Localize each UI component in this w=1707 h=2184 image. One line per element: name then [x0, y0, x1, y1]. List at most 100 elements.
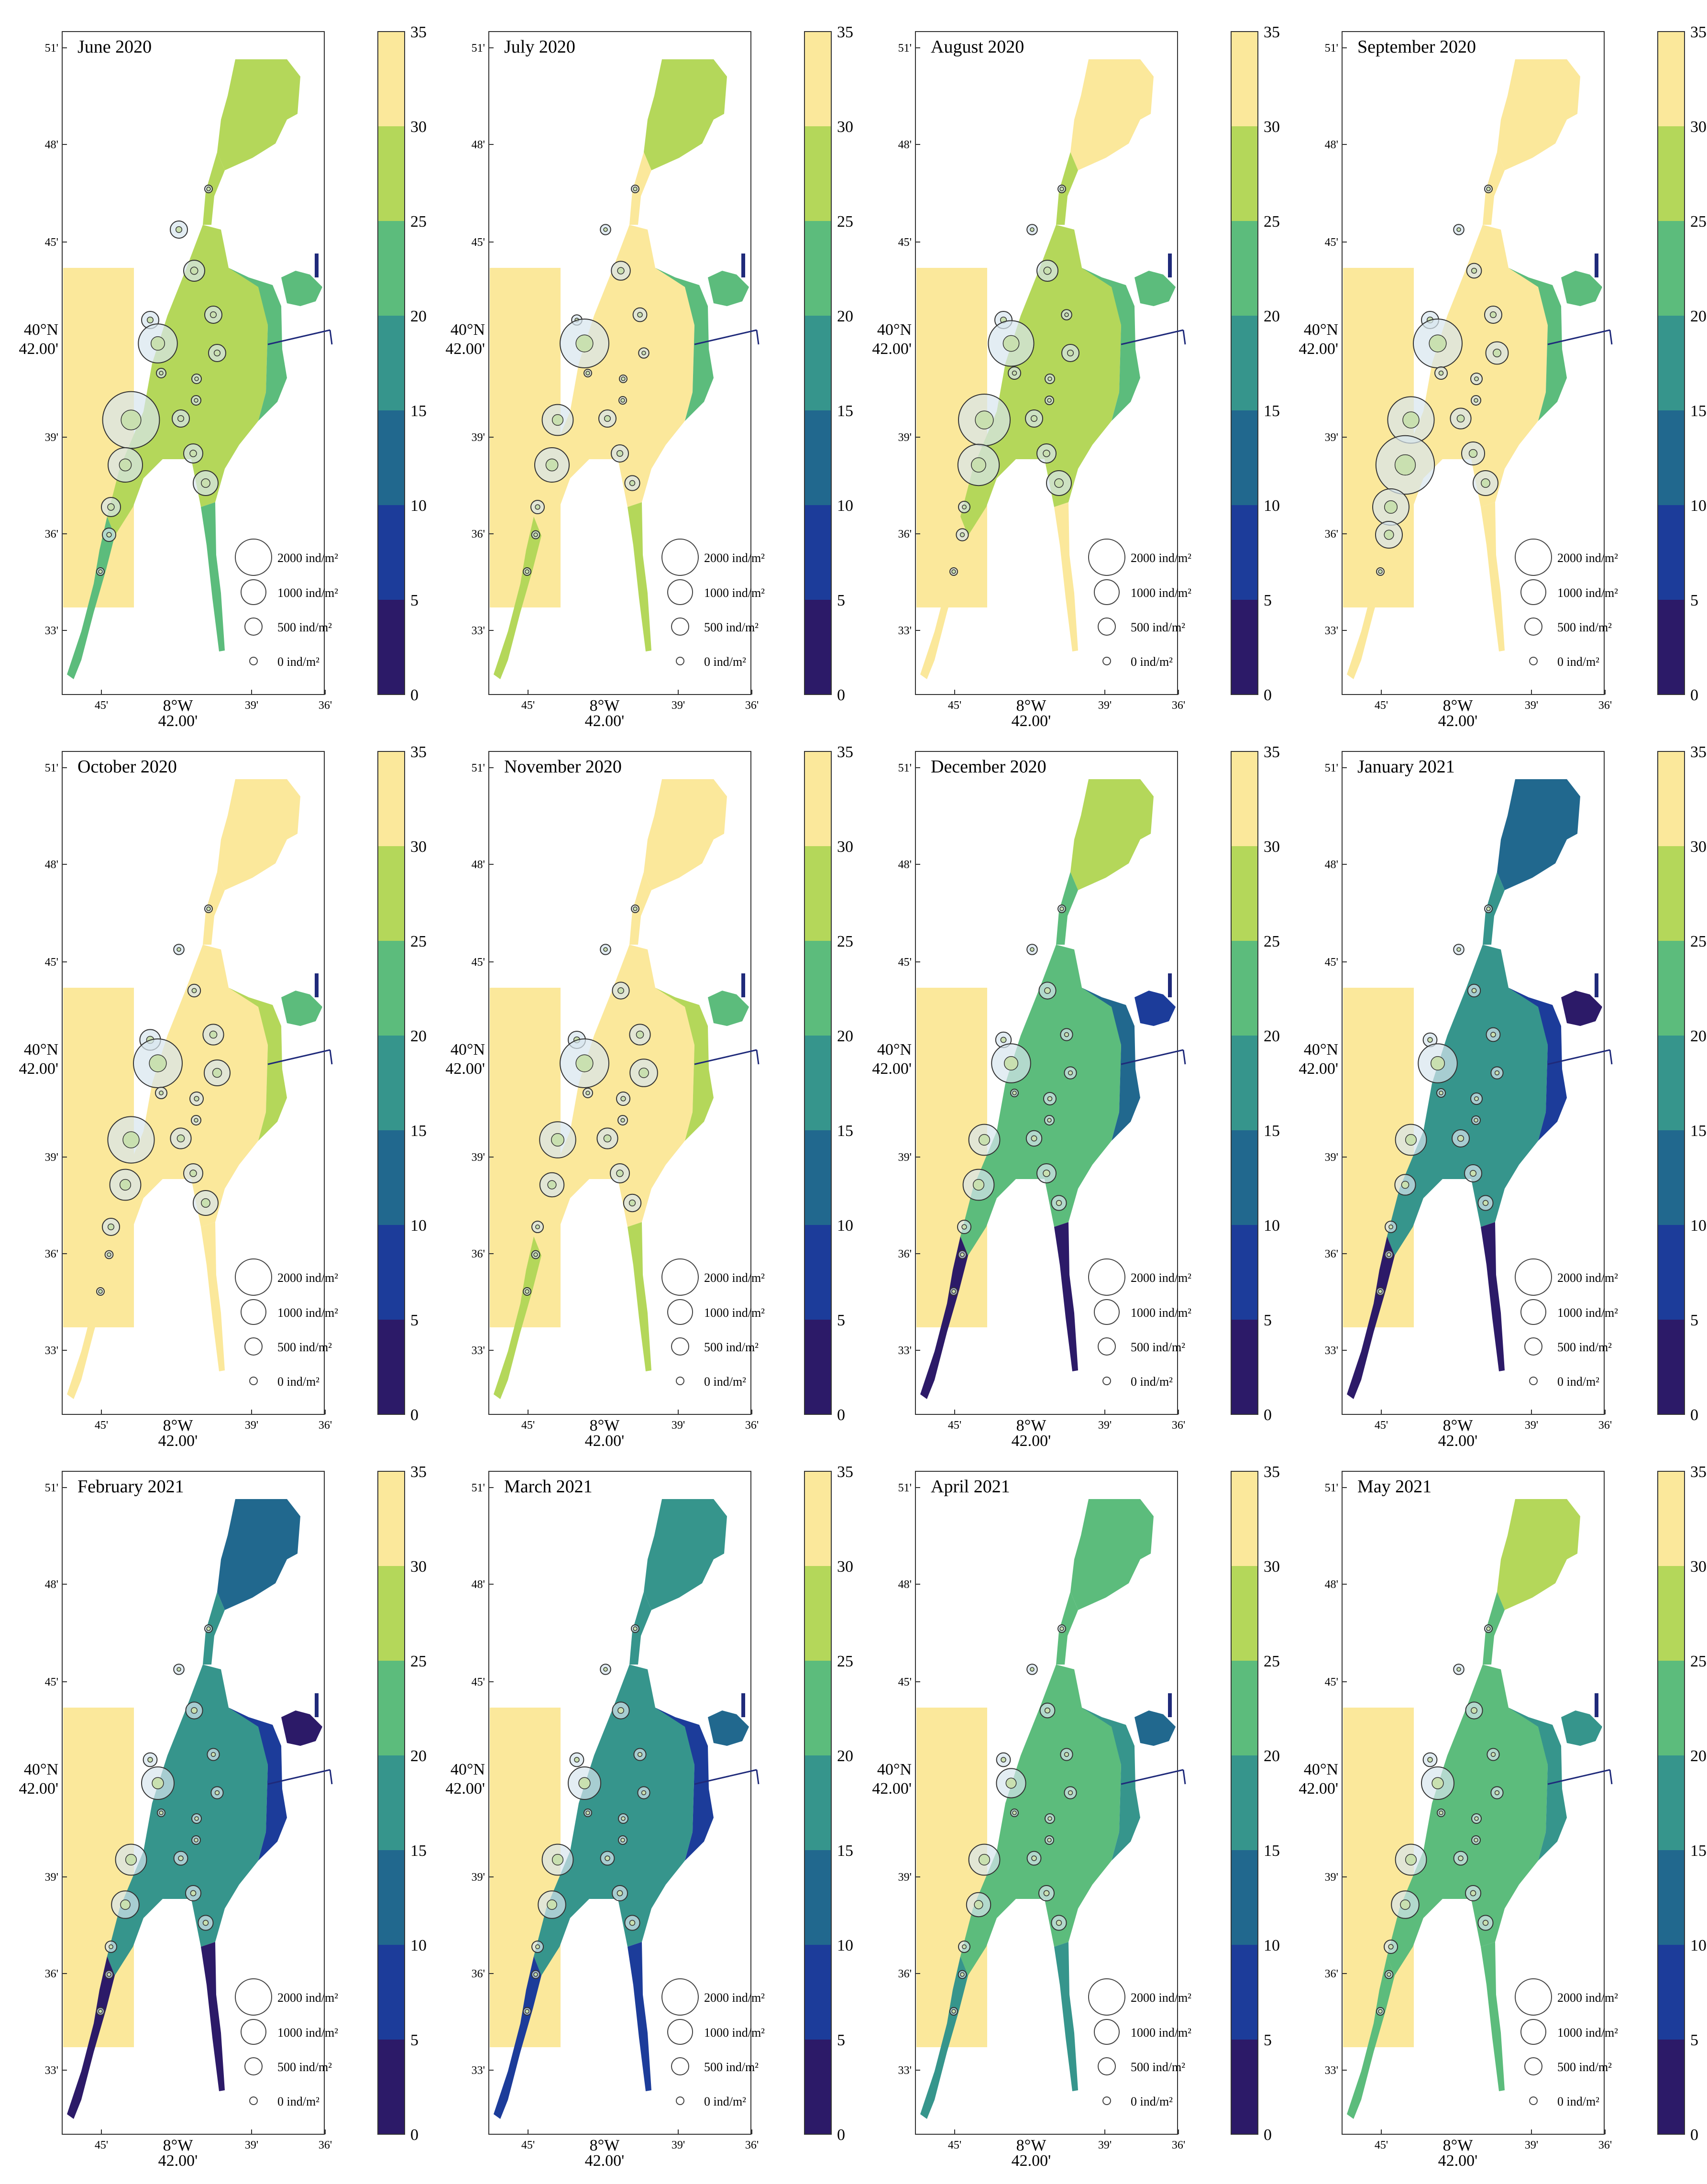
colorbar-band [1231, 221, 1258, 316]
abundance-bubble-core [585, 1091, 590, 1095]
y-center-label-top: 40°N [877, 1041, 912, 1059]
canal-line [694, 1769, 757, 1785]
abundance-bubble-core [533, 532, 538, 537]
colorbar-band [804, 1661, 831, 1755]
colorbar-band [378, 941, 405, 1036]
abundance-bubble-core [621, 1816, 626, 1821]
main-lagoon [960, 225, 1121, 536]
abundance-bubble-core [974, 1900, 983, 1909]
abundance-bubble-core [1044, 987, 1051, 994]
colorbar-tick-label: 5 [410, 2031, 418, 2049]
abundance-bubble-core [545, 458, 559, 472]
east-channel [1561, 271, 1602, 306]
colorbar-band [378, 1945, 405, 2040]
east-basin [1082, 988, 1140, 1141]
east-channel [281, 271, 322, 306]
y-tick-label: 45' [898, 236, 912, 249]
colorbar-tick-label: 20 [1264, 1747, 1280, 1765]
canal-line [1121, 329, 1184, 345]
legend-label: 500 ind/m² [277, 2060, 332, 2074]
x-center-label-bottom: 42.00' [158, 2152, 198, 2168]
abundance-bubble-core [125, 1853, 137, 1866]
colorbar-band [804, 846, 831, 941]
colorbar-frame [377, 31, 405, 695]
colorbar-tick-label: 10 [837, 1937, 853, 1954]
colorbar-tick-label: 10 [1264, 1217, 1280, 1235]
abundance-bubble-core [637, 312, 643, 318]
abundance-bubble-core [633, 1626, 638, 1631]
colorbar-band [1231, 600, 1258, 695]
legend-circle [244, 1337, 263, 1356]
legend-circle [661, 539, 699, 576]
abundance-bubble-core [1471, 267, 1477, 274]
legend-circle [1515, 539, 1552, 576]
abundance-bubble-core [535, 1944, 540, 1949]
abundance-bubble-core [1429, 334, 1447, 353]
colorbar-band [378, 410, 405, 505]
legend-circle [1088, 1978, 1125, 2016]
colorbar-band [1231, 1566, 1258, 1661]
abundance-bubble-core [1486, 906, 1491, 911]
legend-label: 2000 ind/m² [277, 1271, 338, 1285]
x-tick-label: 45' [521, 2139, 535, 2151]
colorbar-band [804, 316, 831, 410]
abundance-bubble-core [1384, 500, 1398, 514]
y-center-label-top: 40°N [877, 321, 912, 339]
colorbar-band [1231, 505, 1258, 600]
abundance-bubble-core [628, 1199, 636, 1207]
panel-title: July 2020 [504, 37, 575, 57]
ocean-area [916, 1708, 987, 2047]
colorbar-band [1231, 410, 1258, 505]
legend-circle [249, 657, 258, 665]
abundance-bubble-core [209, 1030, 218, 1039]
colorbar-band [378, 1320, 405, 1414]
abundance-bubble-core [547, 1899, 557, 1910]
east-channel [708, 271, 749, 306]
colorbar-frame [804, 1471, 832, 2135]
north-basin [217, 779, 300, 890]
south-channel-west [920, 517, 968, 679]
abundance-bubble-core [585, 1810, 590, 1815]
legend-label: 500 ind/m² [704, 620, 759, 634]
legend-circle [1094, 579, 1120, 605]
colorbar-band [1231, 316, 1258, 410]
east-channel-inlet [315, 1693, 319, 1717]
colorbar-tick-label: 0 [1264, 1406, 1272, 1424]
colorbar-tick-label: 25 [410, 1653, 427, 1670]
colorbar-frame [377, 1471, 405, 2135]
east-channel-inlet [315, 973, 319, 997]
y-tick-label: 33' [1325, 1345, 1338, 1357]
y-center-label-top: 40°N [451, 321, 485, 339]
colorbar-tick-label: 15 [410, 402, 427, 420]
panel-title: October 2020 [77, 757, 177, 777]
colorbar-tick-label: 30 [837, 1558, 853, 1576]
abundance-bubble-core [1001, 1757, 1006, 1763]
y-center-label-top: 40°N [1304, 1041, 1338, 1059]
abundance-bubble-core [1458, 1855, 1464, 1861]
abundance-bubble-core [1067, 349, 1074, 357]
north-channel [1056, 1592, 1078, 1665]
colorbar-tick-label: 25 [1690, 1653, 1707, 1670]
y-center-label-bottom: 42.00' [445, 1060, 485, 1078]
abundance-bubble-core [1474, 398, 1478, 403]
abundance-bubble-core [1003, 1056, 1019, 1071]
colorbar-band [804, 1471, 831, 1566]
abundance-bubble-core [1394, 454, 1416, 476]
colorbar-band [378, 1566, 405, 1661]
legend-label: 0 ind/m² [704, 1375, 746, 1389]
y-center-label-bottom: 42.00' [445, 1780, 485, 1798]
colorbar-tick-label: 35 [1690, 743, 1707, 761]
y-tick-label: 48' [898, 1578, 912, 1591]
colorbar-tick-label: 20 [837, 1747, 853, 1765]
colorbar-tick-label: 25 [410, 213, 427, 231]
abundance-bubble-core [621, 376, 626, 381]
legend-circle [1529, 1377, 1538, 1385]
abundance-bubble-core [1430, 1056, 1445, 1071]
legend-label: 500 ind/m² [1557, 620, 1612, 634]
abundance-bubble-core [147, 1757, 153, 1763]
abundance-bubble-core [1494, 1790, 1500, 1796]
abundance-bubble-core [603, 1667, 608, 1672]
legend-label: 0 ind/m² [1557, 2095, 1599, 2108]
north-channel [1483, 1592, 1505, 1665]
y-tick-label: 45' [1325, 236, 1338, 249]
